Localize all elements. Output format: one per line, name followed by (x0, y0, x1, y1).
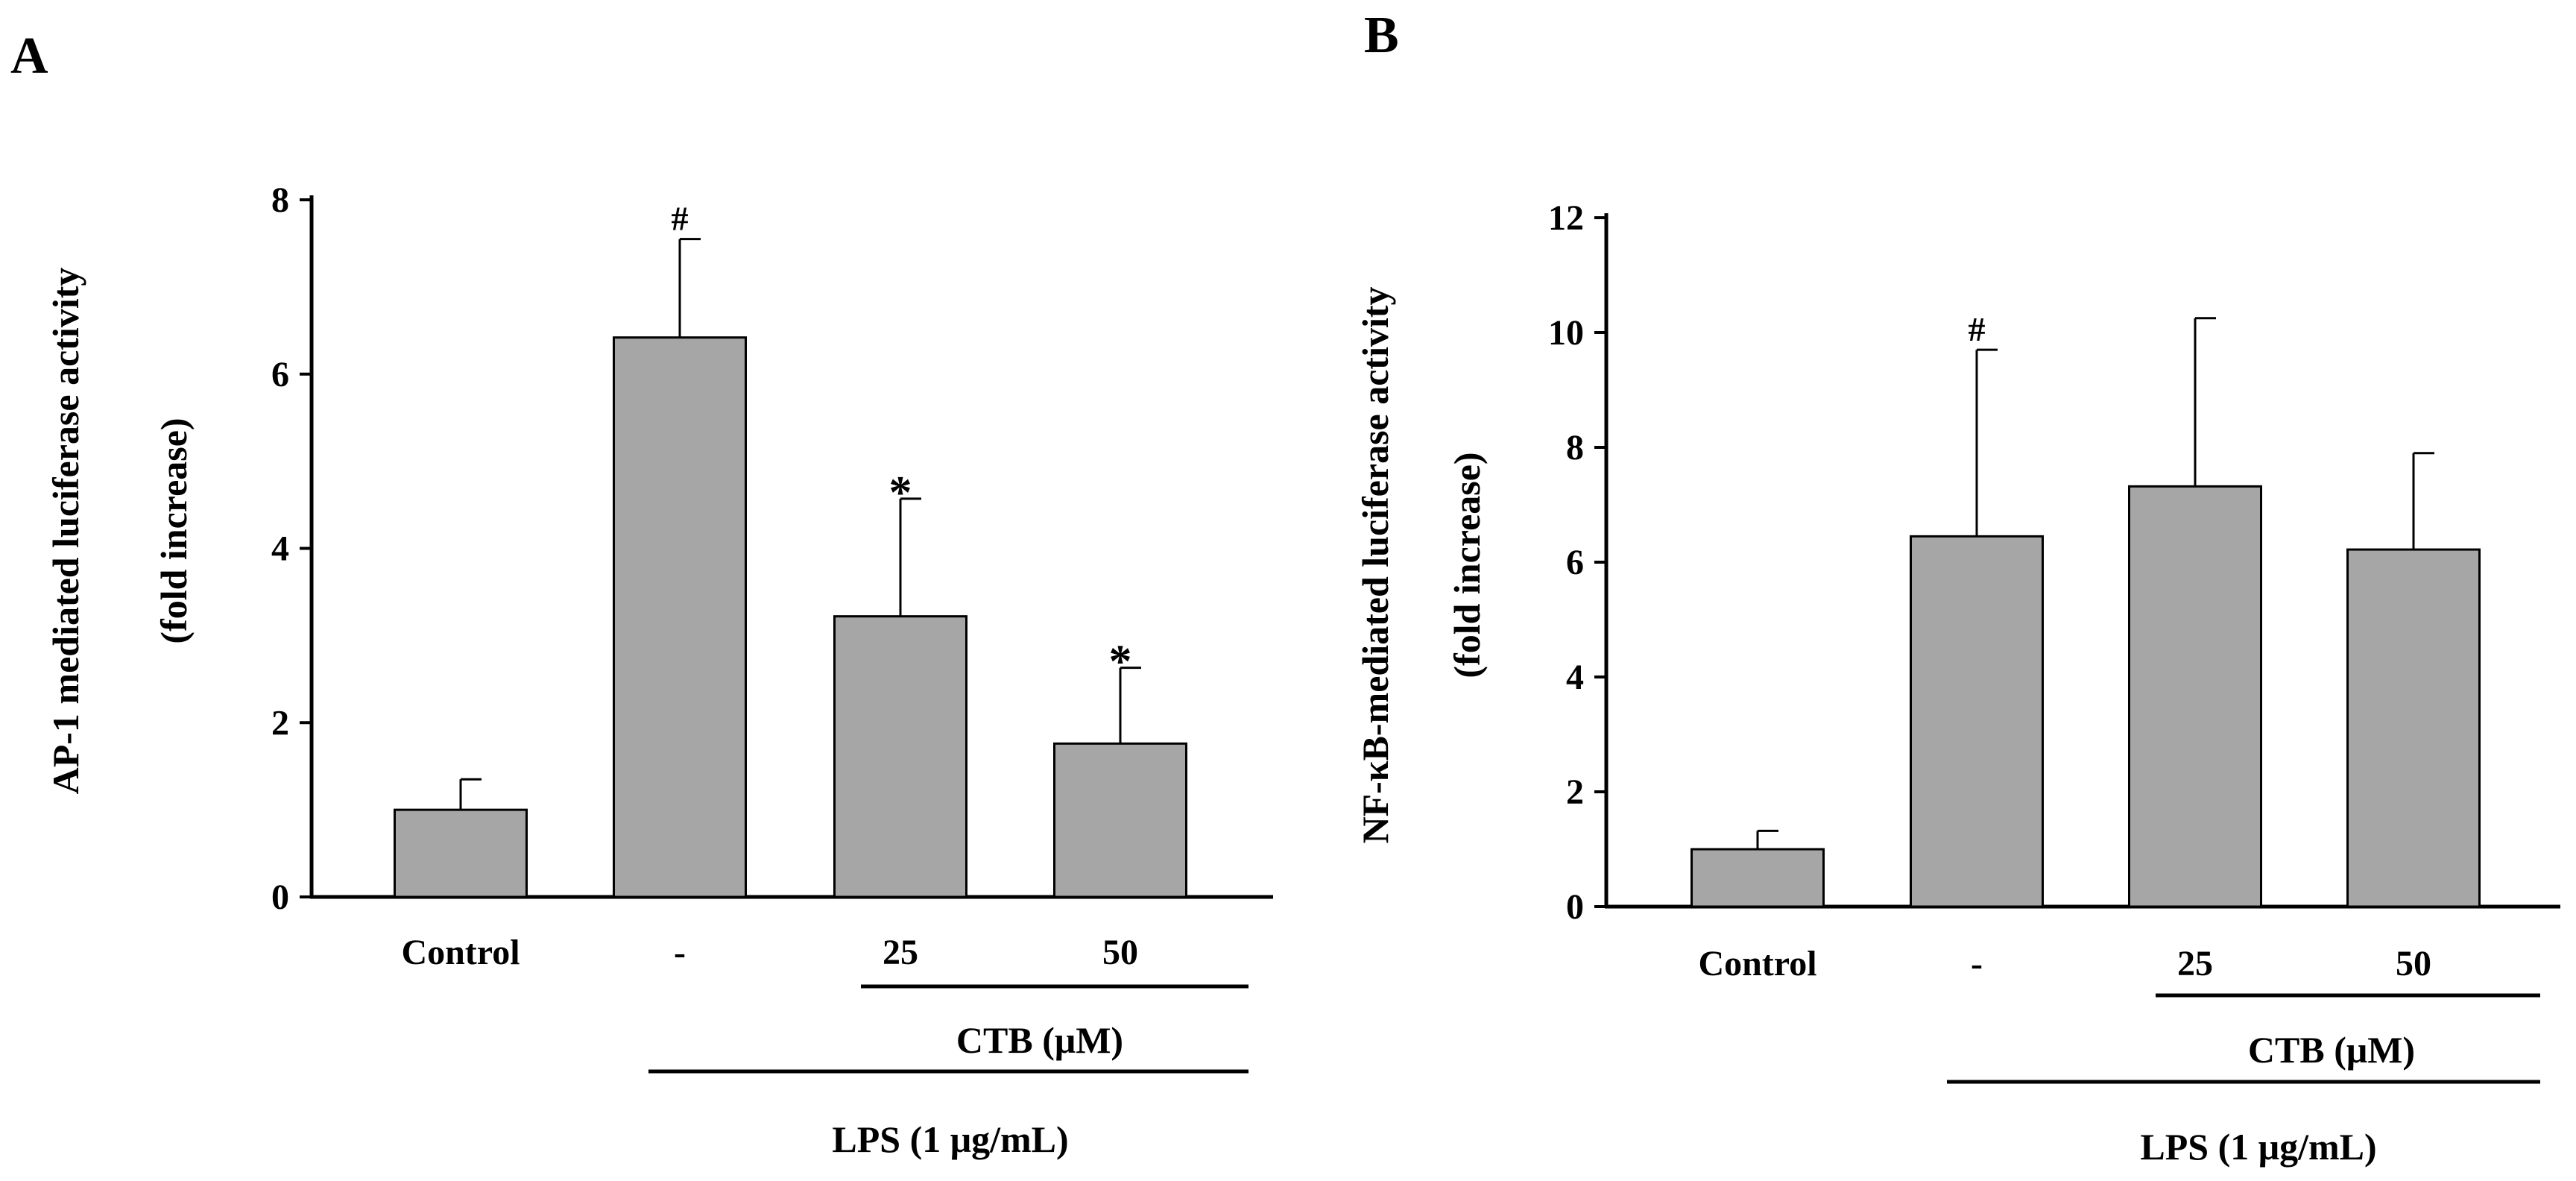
panel-a-significance-mark: * (889, 467, 912, 518)
panel-b-category-label: - (1971, 944, 1983, 983)
panel-a-category-label: 25 (883, 933, 918, 972)
panel-a-lps-label: LPS (1 μg/mL) (832, 1118, 1068, 1160)
panel-a-ctb-label: CTB (μM) (956, 1019, 1123, 1061)
panel-b-y-tick-label: 4 (1566, 658, 1584, 697)
panel-a-letter: A (10, 28, 48, 85)
panel-b-chart: 0 2 4 6 8 10 12 Control # - 25 50 (1548, 198, 2560, 1084)
panel-b-y-tick-label: 0 (1566, 887, 1584, 927)
panel-b-category-label: Control (1698, 944, 1816, 983)
panel-a-ylabel-line2: (fold increase) (153, 418, 195, 643)
panel-a-category-label: 50 (1102, 933, 1138, 972)
panel-a-y-tick-label: 0 (271, 878, 289, 917)
panel-b-bar-2 (2128, 485, 2262, 908)
panel-b-y-tick-label: 2 (1566, 772, 1584, 812)
panel-a-ylabel-line1: AP-1 mediated luciferase activity (45, 268, 86, 795)
panel-a-bar-2 (833, 615, 967, 898)
panel-b-ylabel-line1: NF-κB-mediated luciferase activity (1354, 287, 1396, 844)
panel-a-significance-mark: * (1109, 637, 1132, 687)
panel-a-category-label: - (674, 933, 686, 972)
panel-b-bar-3 (2346, 548, 2481, 908)
panel-b-category-label: 25 (2177, 944, 2213, 983)
panel-b-significance-mark: # (1969, 310, 1986, 348)
panel-b-category-label: 50 (2396, 944, 2431, 983)
panel-a-significance-mark: # (672, 200, 689, 238)
panel-b-y-tick-label: 12 (1548, 198, 1584, 238)
panel-b-lps-label: LPS (1 μg/mL) (2140, 1126, 2376, 1168)
panel-a-y-tick-label: 6 (271, 355, 289, 394)
panel-b-ctb-label: CTB (μM) (2248, 1029, 2415, 1071)
panel-a-y-tick-label: 2 (271, 703, 289, 743)
panel-b-y-tick-label: 8 (1566, 428, 1584, 467)
panel-a-y-tick-label: 4 (271, 529, 289, 569)
panel-a-category-label: Control (401, 933, 520, 972)
panel-b-letter: B (1364, 7, 1399, 64)
panel-b-bar-0 (1690, 848, 1825, 908)
panel-a-bar-1 (613, 336, 747, 898)
panel-b-ylabel-line2: (fold increase) (1446, 452, 1488, 678)
panel-a-y-tick-label: 8 (271, 180, 289, 220)
panel-b-y-tick-label: 10 (1548, 313, 1584, 353)
panel-a-bar-3 (1053, 742, 1187, 898)
panel-b-bar-1 (1910, 535, 2044, 908)
panel-b-y-tick-label: 6 (1566, 543, 1584, 582)
panel-a-bar-0 (394, 808, 528, 898)
panel-a-chart: 0 2 4 6 8 Control # - * 25 * 50 (271, 180, 1273, 1074)
